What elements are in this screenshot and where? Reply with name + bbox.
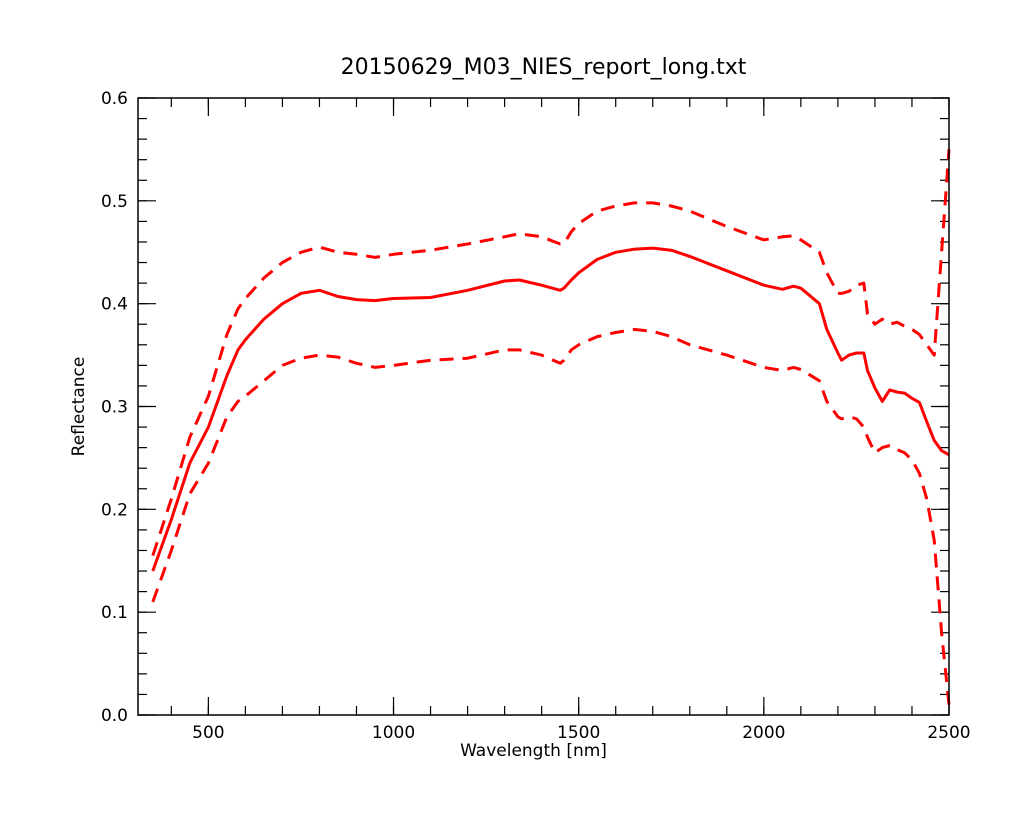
y-axis-label: Reflectance bbox=[69, 357, 89, 457]
y-tick-label: 0.4 bbox=[101, 295, 128, 315]
y-tick-label: 0.2 bbox=[101, 500, 128, 520]
solid-series-line bbox=[151, 246, 950, 572]
x-tick-label: 2000 bbox=[742, 723, 785, 743]
x-tick-label: 1000 bbox=[372, 723, 415, 743]
x-tick-label: 500 bbox=[192, 723, 224, 743]
chart-title: 20150629_M03_NIES_report_long.txt bbox=[341, 55, 747, 80]
y-tick-label: 0.5 bbox=[101, 192, 128, 212]
lower-dashed-series-line bbox=[151, 327, 951, 705]
y-tick-label: 0.1 bbox=[101, 603, 128, 623]
upper-dashed-series-line bbox=[151, 149, 951, 557]
x-tick-label: 2500 bbox=[927, 723, 970, 743]
tick-labels: 500 1000 1500 2000 2500 0.0 0.1 0.2 0.3 0.4 0.5 0.6 bbox=[101, 89, 971, 743]
y-tick-label: 0.3 bbox=[101, 398, 128, 418]
x-tick-label: 1500 bbox=[557, 723, 600, 743]
plot-frame bbox=[137, 97, 950, 716]
series-layer bbox=[151, 149, 951, 705]
y-tick-label: 0.0 bbox=[101, 706, 128, 726]
x-axis-label: Wavelength [nm] bbox=[460, 741, 607, 761]
y-tick-label: 0.6 bbox=[101, 89, 128, 109]
axis-ticks bbox=[138, 97, 950, 716]
